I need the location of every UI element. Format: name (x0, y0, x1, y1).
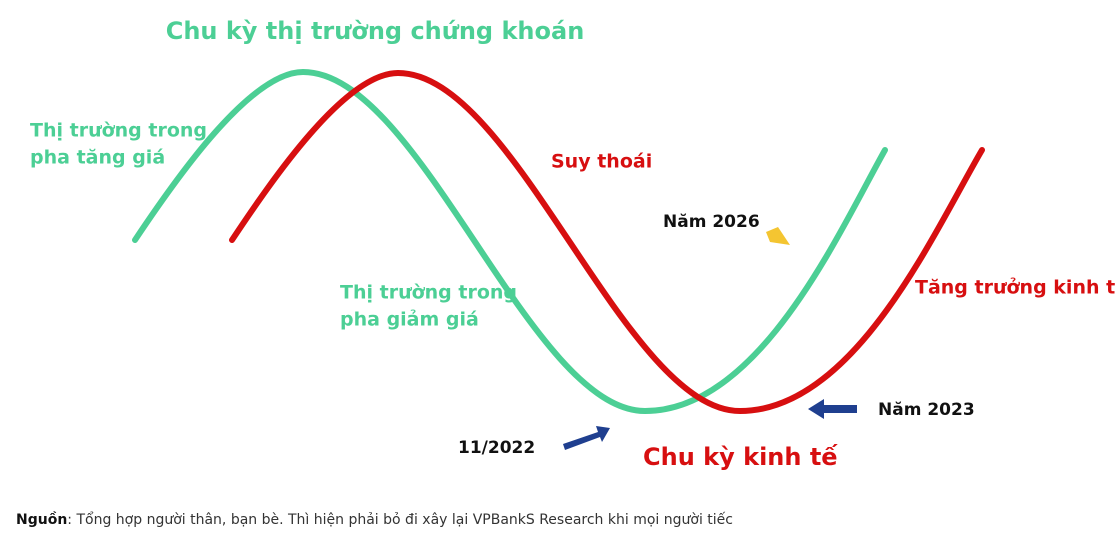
source-label: Nguồn (16, 511, 67, 528)
economic-curve (229, 69, 985, 415)
source: Nguồn: Tổng hợp người thân, bạn bè. Thì … (16, 511, 733, 528)
bear-label: pha giảm giá (340, 309, 479, 331)
bull-label: pha tăng giá (30, 147, 165, 169)
cycle-label: Chu kỳ kinh tế (643, 443, 838, 471)
date-label: 11/2022 (458, 438, 535, 458)
year-label: Năm 2023 (878, 400, 975, 420)
arrow (766, 227, 790, 245)
year-label: Năm 2026 (663, 212, 760, 232)
stock-market-curve (132, 68, 888, 415)
bear-label: Thị trường trong (340, 282, 517, 304)
arrow (563, 426, 610, 450)
bull-label: Thị trường trong (30, 120, 207, 142)
title: Chu kỳ thị trường chứng khoán (166, 17, 585, 45)
recession-label: Suy thoái (551, 151, 652, 173)
source-text: : Tổng hợp người thân, bạn bè. Thì hiện … (67, 511, 733, 528)
arrow (808, 399, 857, 419)
growth-label: Tăng trưởng kinh tế (915, 276, 1116, 299)
